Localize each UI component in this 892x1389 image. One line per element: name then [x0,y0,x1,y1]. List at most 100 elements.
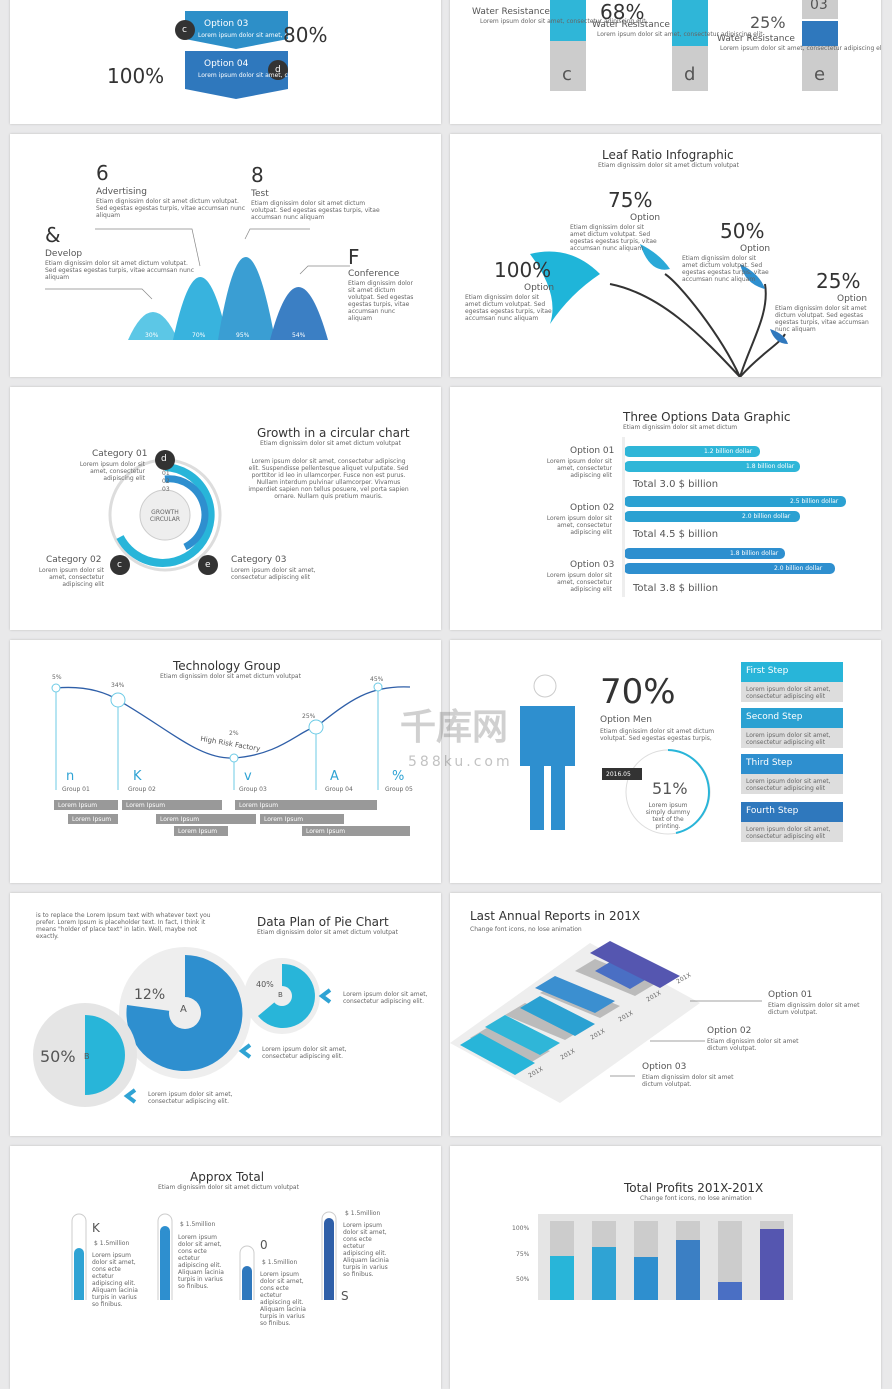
text: Option 03 [570,560,615,570]
text: 25% [302,713,316,720]
shape [624,496,846,507]
text: Lorem ipsum dolor sit amet, consectetur … [546,458,612,479]
shape [485,1015,560,1055]
shape [260,814,344,824]
shape [302,826,410,836]
text: Growth in a circular chart [257,426,410,440]
shape [156,814,256,824]
text: Lorem Ipsum [58,802,98,809]
text: 2.0 billion dollar [774,565,823,572]
shape [610,1000,762,1077]
text: d [275,65,281,75]
text: Etiam dignissim dolor sit amet dictum vo… [682,255,769,283]
text: Total 3.8 $ billion [633,583,719,594]
text: Water Resistance [717,34,795,44]
text: Leaf Ratio Infographic [602,148,734,162]
text: Etiam dignissim dolor sit amet dictum vo… [600,728,715,742]
slide-thumbnail: Last Annual Reports in 201X Change font … [450,893,881,1136]
graphic [538,1214,793,1300]
shape [175,20,195,40]
text: 2016.05 [606,771,631,778]
shape [110,692,126,708]
shape [308,719,324,735]
text: Water Resistance [472,7,550,17]
shape [185,11,288,49]
graphic [51,682,411,836]
shape [802,46,838,91]
graphic [622,437,846,597]
slide-thumbnail: 6 Advertising Etiam dignissim dolor sit … [10,134,441,377]
shape [470,1026,550,1063]
shape [550,41,586,91]
text: A [180,1004,187,1015]
text: Lorem Ipsum [72,816,112,823]
text: Fourth Step [746,806,799,816]
text: 8 [251,163,264,187]
graphic [520,662,843,842]
shape [128,312,178,340]
text: 70% [192,332,206,339]
shape [802,0,838,19]
shape [538,1214,793,1300]
text: 50% [40,1047,76,1066]
shape [590,941,680,988]
text: 100% [494,258,552,282]
text: 2.5 billion dollar [790,498,839,505]
shape [116,463,215,567]
text: Conference [348,269,400,279]
shape [169,997,201,1029]
shape [520,996,595,1036]
text: Water Resistance [592,20,670,30]
slide-thumbnail: Leaf Ratio Infographic Etiam dignissim d… [450,134,881,377]
shape [373,682,383,692]
shape [533,674,557,698]
text: 0 [260,1238,268,1252]
text: Etiam dignissim dolor sit amet dictum [623,424,738,431]
shape [155,450,175,470]
text: 51% [652,779,688,798]
slide-thumbnail: c d e 03 Water Resistance Lorem ipsum do… [450,0,881,124]
text: B [278,991,283,999]
shape [741,822,843,842]
text: Lorem ipsum dolor sit amet, consectetur … [198,32,364,39]
text: 1.8 billion dollar [730,550,779,557]
shape [718,1282,742,1300]
slide-thumbnail: Three Options Data Graphic Etiam digniss… [450,387,881,630]
text: Etiam dignissim dolor sit amet dictum vo… [158,1184,299,1191]
text: Lorem Ipsum [126,802,166,809]
graphic [45,228,350,340]
text: 50% [720,219,765,243]
text: Lorem ipsum dolor sit amet, consectetur … [746,686,831,700]
text: 68% [600,0,645,24]
text: 2.0 billion dollar [742,513,791,520]
text: 02 [162,478,170,485]
slide-thumbnail: Option 03 Lorem ipsum dolor sit amet, co… [10,0,441,124]
shape [530,251,600,324]
text: c [562,64,572,85]
graphic [33,947,332,1107]
text: Change font icons, no lose animation [470,926,582,933]
text: Lorem ipsum dolor sit amet, cons ecte ec… [178,1234,224,1290]
text: $ 1.5million [180,1221,216,1228]
text: & [45,223,61,247]
shape [324,1218,334,1300]
graphic [530,244,788,377]
text: 5% [52,674,62,681]
shape [741,728,843,748]
text: Second Step [746,712,803,722]
text: Approx Total [190,1170,265,1184]
shape [68,814,118,824]
text: v [244,769,252,784]
text: 75% [608,188,653,212]
text: 01 [162,470,170,477]
text: Last Annual Reports in 201X [470,909,641,923]
text: Lorem ipsum dolor sit amet, consectetur … [198,72,364,79]
text: Lorem ipsum dolor sit amet, consectetur … [343,991,428,1005]
shape [235,800,377,810]
text: A [330,769,339,784]
text: Etiam dignissim dolor sit amet dictum vo… [251,200,380,221]
shape [741,754,843,774]
text: Etiam dignissim dolor sit amet dictum vo… [768,1002,860,1016]
shape [741,802,843,822]
shape [139,489,191,541]
